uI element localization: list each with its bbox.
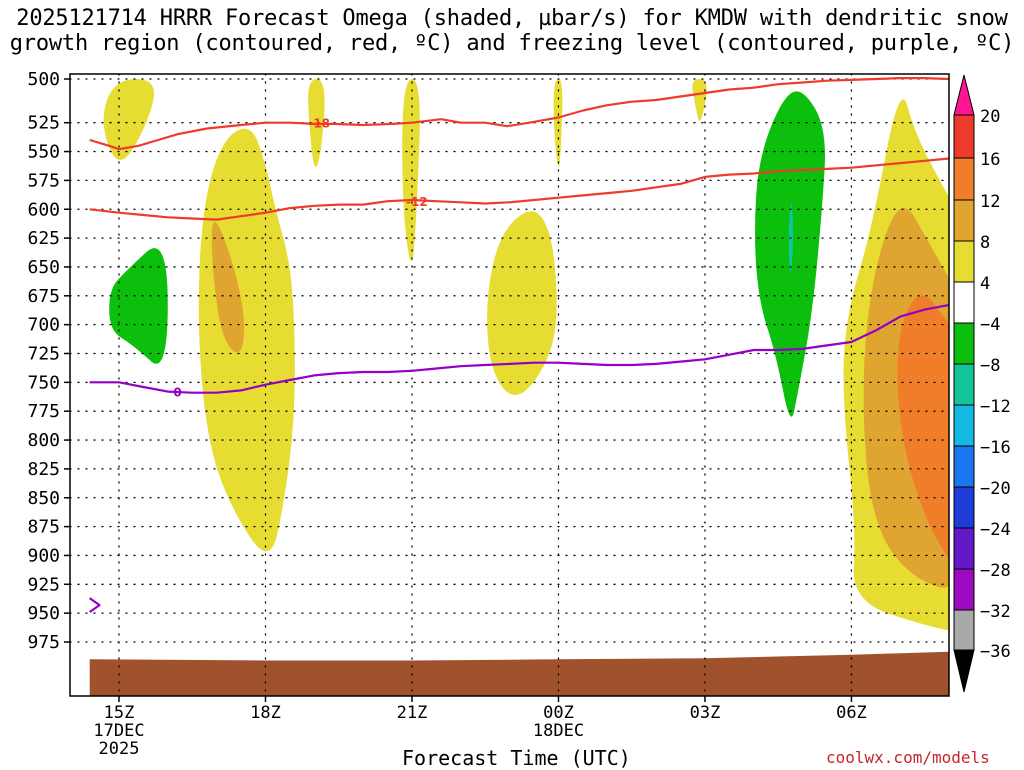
- surface-terrain-layer: [89, 651, 949, 696]
- omega-region-4-7: [692, 79, 707, 121]
- y-tick-label-950: 950: [27, 603, 60, 624]
- omega-region-4-5: [487, 211, 557, 396]
- x-tick-sublabel-15Z: 17DEC: [93, 721, 144, 741]
- omega-region-8-2: [211, 222, 245, 353]
- x-tick-label-21Z: 21Z: [397, 703, 428, 723]
- y-tick-label-600: 600: [27, 199, 60, 220]
- omega-region--4-12: [109, 248, 168, 364]
- colorbar-label-8: −16: [980, 438, 1011, 458]
- colorbar-bottom-triangle: [953, 649, 975, 693]
- y-tick-label-700: 700: [27, 315, 60, 336]
- omega-shading-layer: [103, 79, 949, 631]
- y-tick-label-525: 525: [27, 113, 60, 134]
- y-tick-label-875: 875: [27, 517, 60, 538]
- colorbar-segment-2: [953, 199, 975, 242]
- chart-title-line1: 2025121714 HRRR Forecast Omega (shaded, …: [16, 6, 1008, 31]
- colorbar-label-9: −20: [980, 479, 1011, 499]
- colorbar-label-12: −32: [980, 602, 1011, 622]
- contour-line-2: [89, 303, 949, 394]
- colorbar-label-5: −4: [980, 315, 1000, 335]
- omega-region-4-1: [198, 128, 295, 552]
- watermark: coolwx.com/models: [826, 748, 990, 767]
- colorbar-label-7: −12: [980, 397, 1011, 417]
- colorbar: 20 16 12 8 4 −4 −8 −12 −16 −20 −24 −28 −32 −36: [953, 74, 1011, 693]
- colorbar-segment-1: [953, 157, 975, 201]
- colorbar-label-3: 8: [980, 233, 990, 253]
- grid-layer: [69, 73, 950, 697]
- colorbar-segment-4: [953, 281, 975, 324]
- contour-layer: -18 -12 0: [89, 77, 949, 613]
- x-tick-label-03Z: 03Z: [690, 703, 721, 723]
- contour-label-2: 0: [173, 386, 181, 400]
- colorbar-label-13: −36: [980, 642, 1011, 662]
- y-tick-label-800: 800: [27, 430, 60, 451]
- contour-line-1: [89, 157, 949, 221]
- y-tick-label-725: 725: [27, 344, 60, 365]
- y-tick-label-850: 850: [27, 488, 60, 509]
- x-axis-label: Forecast Time (UTC): [402, 746, 631, 770]
- y-tick-label-750: 750: [27, 372, 60, 393]
- colorbar-segment-7: [953, 404, 975, 447]
- colorbar-segment-10: [953, 527, 975, 570]
- y-tick-label-675: 675: [27, 286, 60, 307]
- omega-region-4-0: [103, 79, 155, 160]
- omega-region-12-10: [897, 295, 949, 559]
- contour-line-3: [89, 597, 101, 613]
- x-tick-label-15Z: 15Z: [104, 703, 135, 723]
- colorbar-segment-5: [953, 322, 975, 365]
- colorbar-label-0: 20: [980, 107, 1000, 127]
- x-tick-label-00Z: 00Z: [543, 703, 574, 723]
- colorbar-segment-12: [953, 609, 975, 651]
- colorbar-label-10: −24: [980, 520, 1011, 540]
- y-tick-label-650: 650: [27, 257, 60, 278]
- x-tick-label-06Z: 06Z: [836, 703, 867, 723]
- colorbar-label-1: 16: [980, 150, 1000, 170]
- y-tick-label-500: 500: [27, 69, 60, 90]
- chart-title: 2025121714 HRRR Forecast Omega (shaded, …: [0, 6, 1024, 56]
- colorbar-segment-3: [953, 240, 975, 283]
- colorbar-segment-6: [953, 363, 975, 406]
- y-tick-label-575: 575: [27, 170, 60, 191]
- y-tick-label-775: 775: [27, 401, 60, 422]
- y-axis: 500 525 550 575 600 625 650 675 700 725 750 775 800 8…: [27, 69, 70, 653]
- y-tick-label-550: 550: [27, 142, 60, 163]
- y-tick-label-975: 975: [27, 632, 60, 653]
- plot-frame: [69, 73, 950, 697]
- contour-label-1: -12: [406, 195, 428, 209]
- colorbar-label-6: −8: [980, 356, 1000, 376]
- colorbar-label-4: 4: [980, 274, 990, 294]
- colorbar-label-2: 12: [980, 192, 1000, 212]
- chart-title-line2: growth region (contoured, red, ºC) and f…: [9, 31, 1015, 56]
- colorbar-segment-8: [953, 445, 975, 488]
- colorbar-segment-0: [953, 114, 975, 159]
- surface-terrain: [89, 651, 949, 696]
- y-tick-label-625: 625: [27, 228, 60, 249]
- colorbar-segment-9: [953, 486, 975, 529]
- x-tick-sublabel2-15Z: 2025: [99, 739, 140, 759]
- colorbar-label-11: −28: [980, 561, 1011, 581]
- contour-line-0: [89, 77, 949, 151]
- x-tick-label-18Z: 18Z: [250, 703, 281, 723]
- contour-label-0: -18: [308, 117, 330, 131]
- y-tick-label-900: 900: [27, 545, 60, 566]
- colorbar-top-triangle: [953, 74, 975, 116]
- y-tick-label-925: 925: [27, 574, 60, 595]
- omega-region-4-4: [402, 79, 420, 262]
- y-tick-label-825: 825: [27, 459, 60, 480]
- colorbar-segment-11: [953, 568, 975, 611]
- x-tick-sublabel-00Z: 18DEC: [533, 721, 584, 741]
